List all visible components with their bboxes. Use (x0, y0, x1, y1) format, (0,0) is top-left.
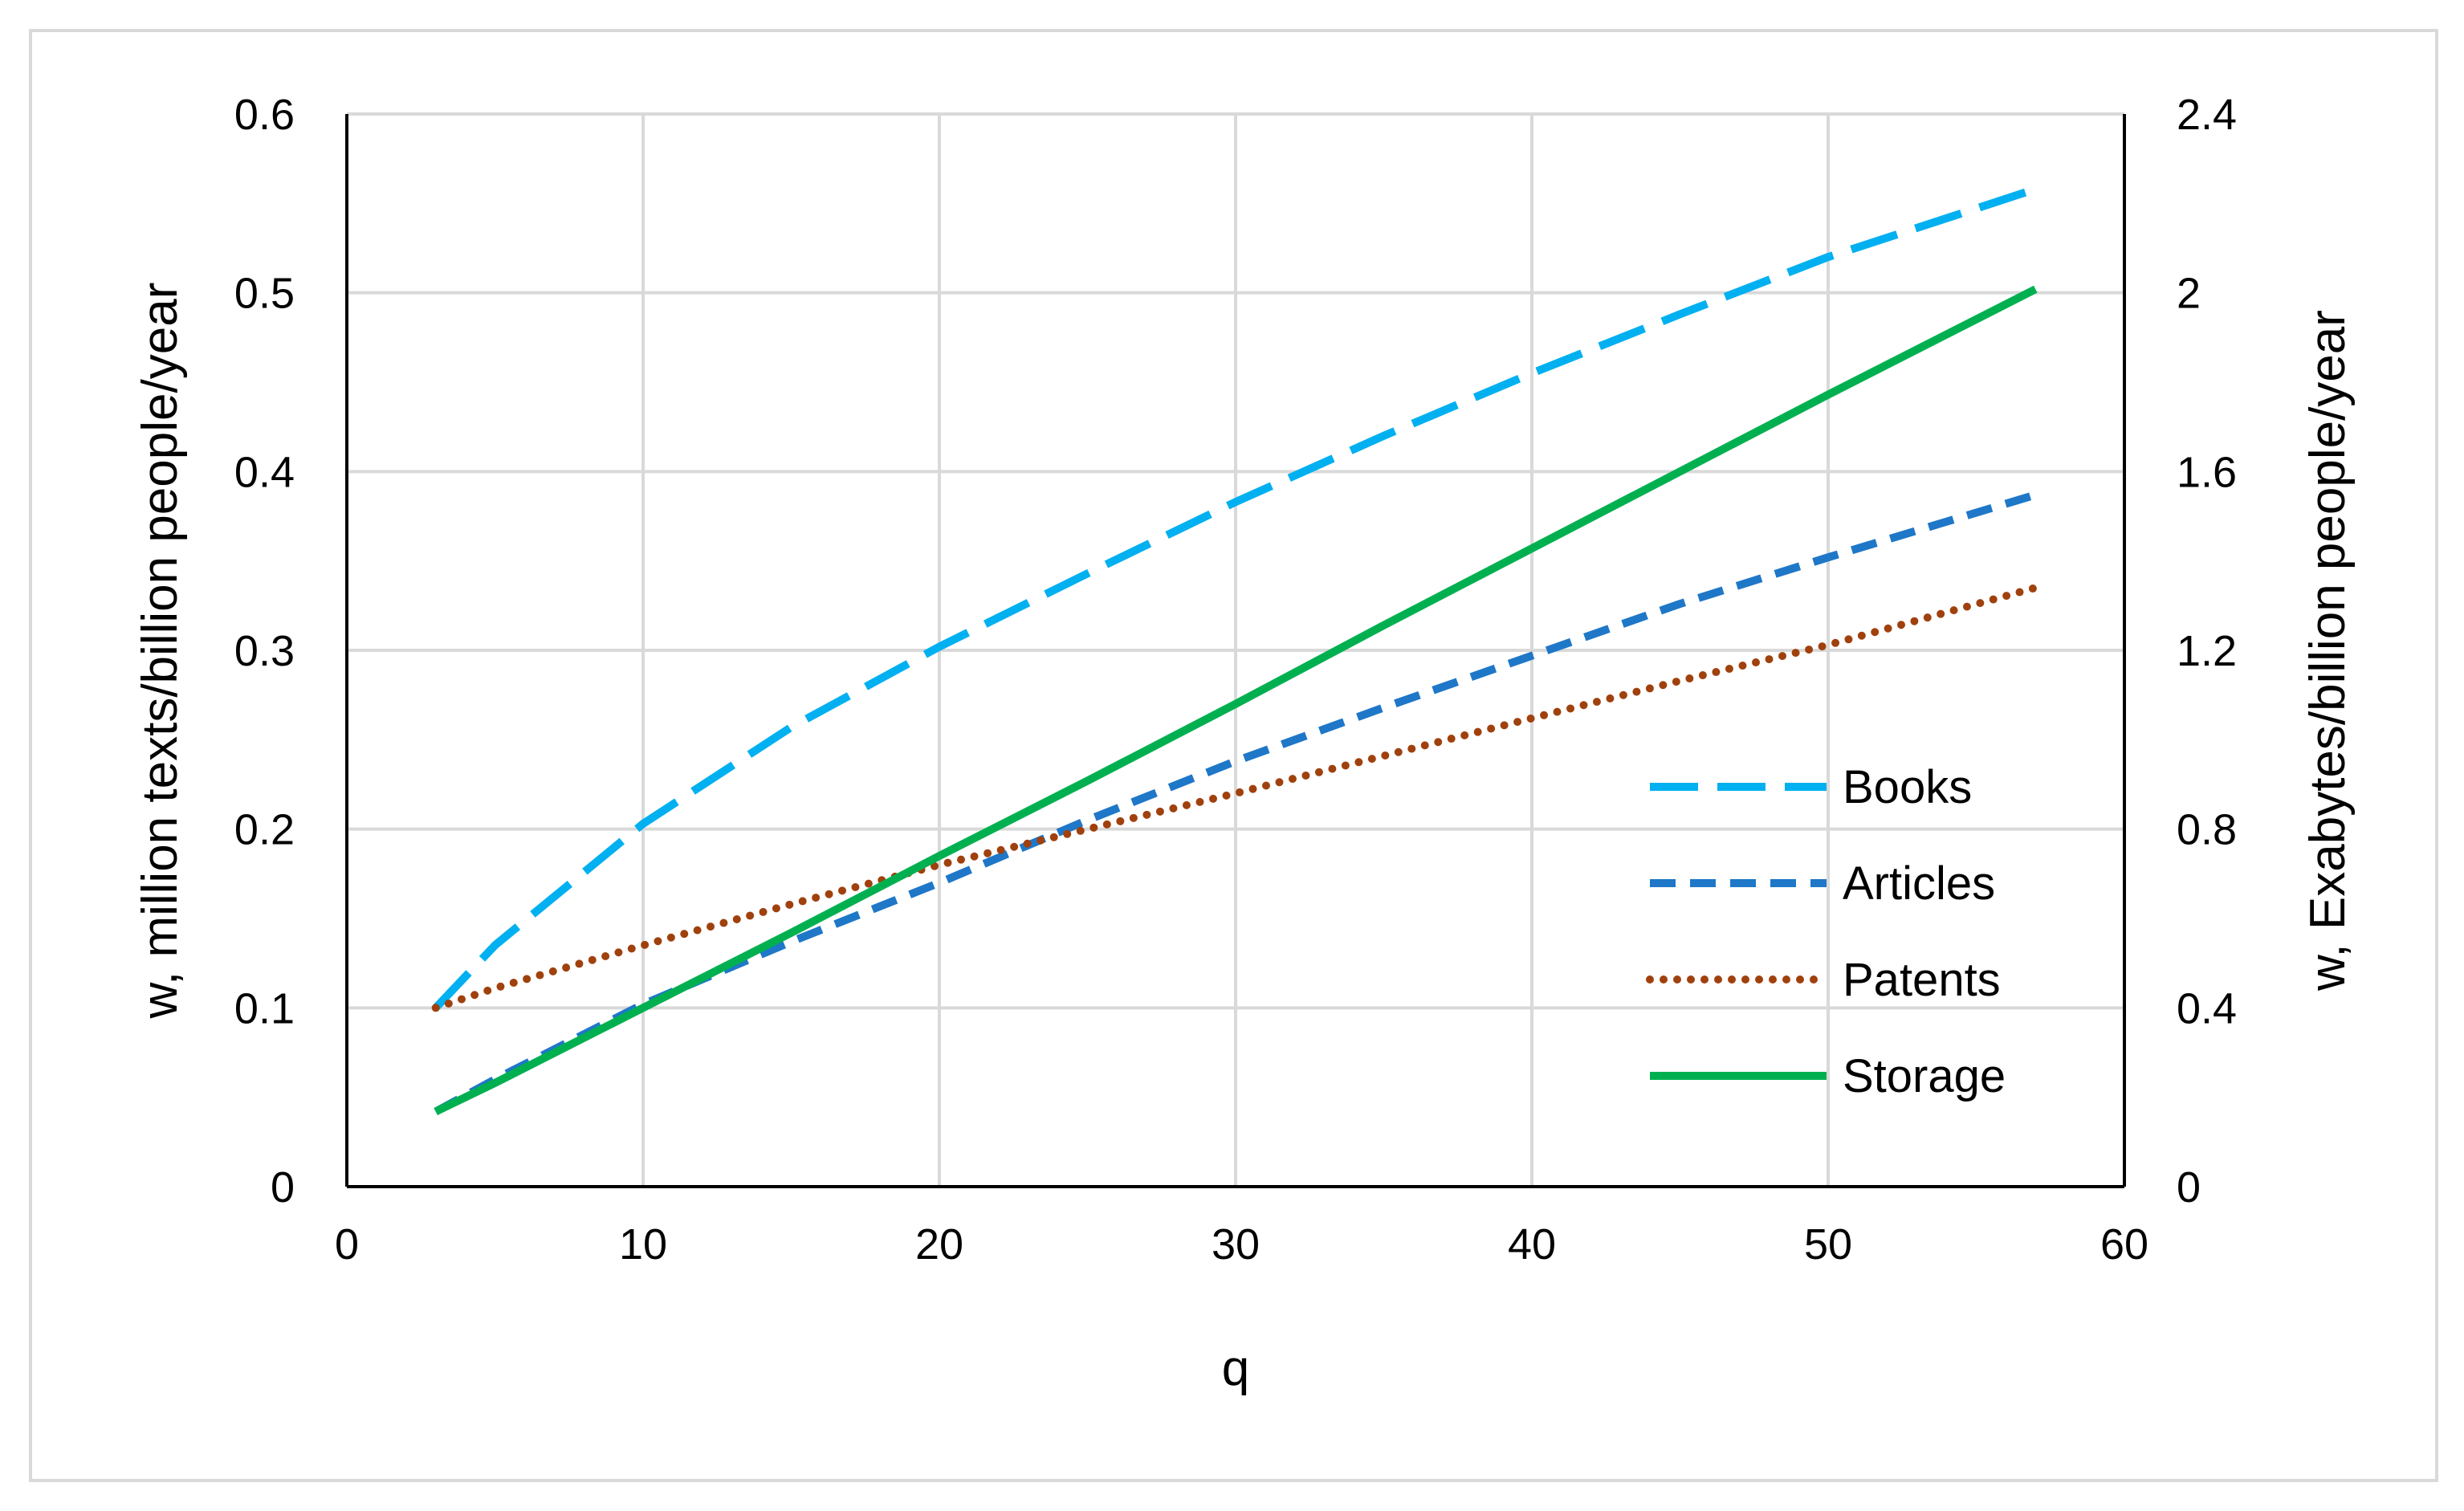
y-left-tick-label: 0.2 (234, 806, 295, 854)
x-tick-label: 30 (1212, 1220, 1260, 1269)
y-left-tick-label: 0.5 (234, 270, 295, 318)
y-right-tick-label: 0.4 (2177, 984, 2237, 1032)
x-tick-label: 20 (915, 1220, 963, 1269)
legend-label-articles: Articles (1843, 857, 1995, 910)
series-lines (431, 185, 2040, 1116)
y-left-tick-label: 0.6 (234, 91, 295, 139)
x-tick-label: 10 (619, 1220, 667, 1269)
legend-label-books: Books (1843, 761, 1972, 813)
x-tick-label: 0 (335, 1220, 359, 1269)
x-tick-label: 40 (1508, 1220, 1556, 1269)
y-right-tick-label: 1.6 (2177, 448, 2237, 496)
x-axis-title: q (1222, 1341, 1249, 1396)
x-tick-label: 60 (2100, 1220, 2148, 1269)
axes (345, 114, 2126, 1188)
y-right-tick-label: 2 (2177, 270, 2201, 318)
y-left-tick-label: 0 (271, 1163, 295, 1212)
y-left-tick-label: 0.4 (234, 448, 295, 496)
legend: Books Articles Patents Storage (1646, 761, 2006, 1102)
y-right-tick-label: 1.2 (2177, 627, 2237, 675)
y-right-tick-label: 2.4 (2177, 91, 2237, 139)
chart-frame (29, 29, 2438, 1482)
axis-titles: q w, million texts/billion people/year w… (132, 283, 2356, 1396)
tick-labels: 0 10 20 30 40 50 60 0 0.1 0.2 0.3 0.4 0.5 0.6 0 0.4 0.8 1… (234, 91, 2237, 1269)
series-line-books (433, 185, 2037, 1011)
y-axis-left-title: w, million texts/billion people/year (132, 283, 188, 1020)
y-axis-right-title: w, Exabytes/billion people/year (2300, 310, 2356, 992)
y-left-tick-label: 0.1 (234, 984, 295, 1032)
y-left-tick-label: 0.3 (234, 627, 295, 675)
y-right-tick-label: 0 (2177, 1163, 2201, 1212)
y-right-tick-label: 0.8 (2177, 806, 2237, 854)
legend-label-storage: Storage (1843, 1050, 2006, 1102)
legend-label-patents: Patents (1843, 954, 2001, 1006)
x-tick-label: 50 (1804, 1220, 1852, 1269)
series-line-storage (434, 285, 2038, 1116)
series-line-patents (431, 584, 2040, 1012)
